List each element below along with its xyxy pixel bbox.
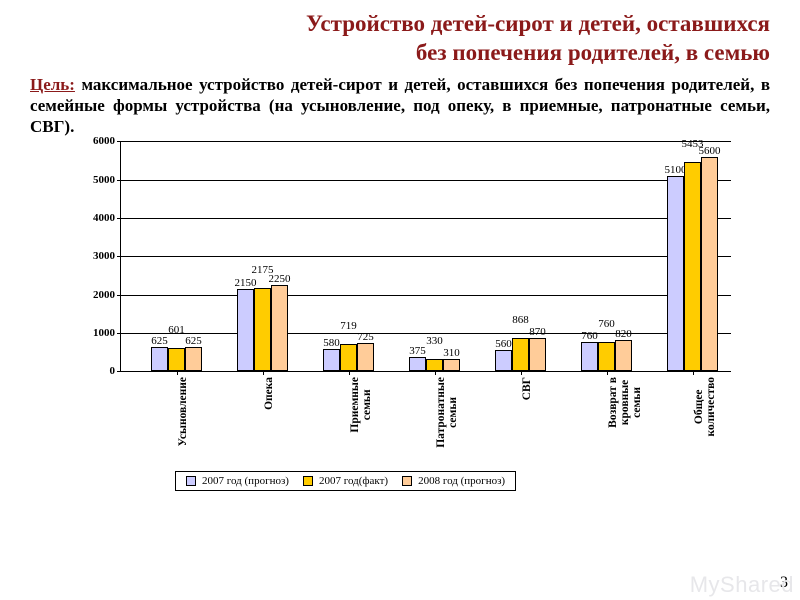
value-label: 760 [581,330,598,342]
bar-chart: 0100020003000400050006000625601625Усынов… [80,141,750,501]
x-tick-mark [263,371,264,375]
legend-label: 2007 год (прогноз) [202,475,289,487]
value-label: 868 [512,314,529,326]
category-label: Усыновление [177,377,189,446]
legend-label: 2008 год (прогноз) [418,475,505,487]
title-line-2: без попечения родителей, в семью [416,40,770,65]
bar [615,340,632,371]
value-label: 625 [185,335,202,347]
value-label: 375 [409,345,426,357]
bar [581,342,598,371]
grid-line [121,256,731,257]
category-label: Опека [263,377,275,410]
legend-swatch [402,476,412,486]
slide-title: Устройство детей-сирот и детей, оставших… [30,10,770,68]
x-tick-mark [521,371,522,375]
y-tick-mark [117,371,121,372]
value-label: 870 [529,326,546,338]
value-label: 580 [323,337,340,349]
value-label: 760 [598,318,615,330]
bar [684,162,701,371]
bar [254,288,271,371]
value-label: 310 [443,347,460,359]
category-label: СВГ [521,377,533,400]
bar [271,285,288,371]
x-tick-mark [177,371,178,375]
value-label: 601 [168,324,185,336]
goal-text: максимальное устройство детей-сирот и де… [30,75,770,137]
bar [340,344,357,372]
bar [529,338,546,371]
bar [512,338,529,371]
value-label: 560 [495,338,512,350]
value-label: 330 [426,335,443,347]
category-label: Общее количество [693,377,717,437]
y-tick-mark [117,180,121,181]
legend: 2007 год (прогноз) 2007 год(факт) 2008 год… [175,471,516,491]
bar [667,176,684,372]
x-tick-mark [349,371,350,375]
legend-item: 2008 год (прогноз) [402,475,505,487]
y-tick-mark [117,295,121,296]
plot-area: 0100020003000400050006000625601625Усынов… [120,141,731,372]
y-tick-mark [117,218,121,219]
goal-label: Цель: [30,75,75,94]
grid-line [121,141,731,142]
category-label: Приемные семьи [349,377,373,433]
x-tick-mark [693,371,694,375]
bar [701,157,718,372]
category-label: Патронатные семьи [435,377,459,448]
bar [357,343,374,371]
title-line-1: Устройство детей-сирот и детей, оставших… [306,11,770,36]
grid-line [121,218,731,219]
y-tick-mark [117,333,121,334]
watermark: MyShared [690,572,794,598]
y-tick-mark [117,256,121,257]
value-label: 719 [340,320,357,332]
bar [323,349,340,371]
legend-item: 2007 год (прогноз) [186,475,289,487]
bar [185,347,202,371]
bar [495,350,512,371]
bar [598,342,615,371]
bar [168,348,185,371]
x-tick-mark [607,371,608,375]
value-label: 5600 [699,145,721,157]
legend-swatch [303,476,313,486]
bar [426,359,443,372]
bar [409,357,426,371]
value-label: 625 [151,335,168,347]
grid-line [121,295,731,296]
bar [443,359,460,371]
legend-item: 2007 год(факт) [303,475,388,487]
legend-label: 2007 год(факт) [319,475,388,487]
x-tick-mark [435,371,436,375]
value-label: 2250 [269,273,291,285]
value-label: 820 [615,328,632,340]
value-label: 725 [357,331,374,343]
grid-line [121,180,731,181]
y-tick-mark [117,141,121,142]
legend-swatch [186,476,196,486]
category-label: Возврат в кровные семьи [607,377,643,428]
goal-paragraph: Цель: максимальное устройство детей-сиро… [30,74,770,138]
bar [237,289,254,371]
bar [151,347,168,371]
